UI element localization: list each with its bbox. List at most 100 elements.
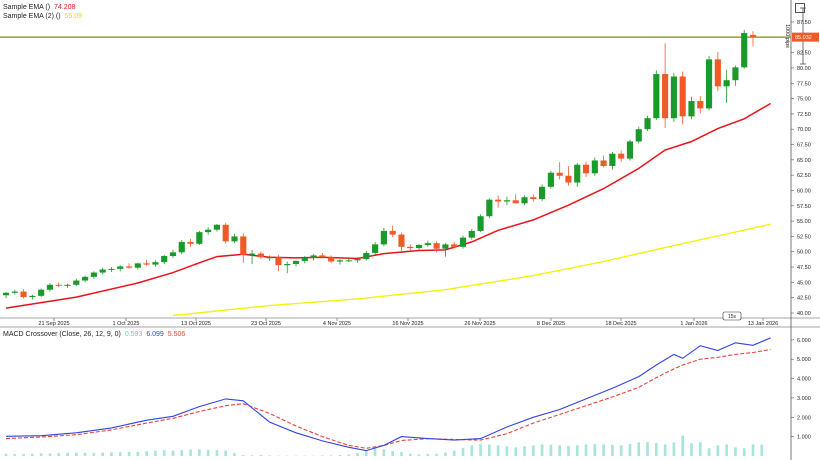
time-axis-tick-label: 16 Nov 2025 bbox=[392, 321, 423, 327]
candle-body bbox=[354, 259, 361, 261]
candle-body bbox=[266, 257, 273, 259]
macd-histogram-bar bbox=[716, 445, 720, 456]
candle-body bbox=[512, 200, 519, 204]
ema2-legend[interactable]: Sample EMA (2) () 55.09 bbox=[3, 13, 82, 20]
candle-body bbox=[134, 263, 141, 268]
macd-histogram-bar bbox=[531, 445, 535, 456]
candle-body bbox=[11, 291, 18, 293]
price-axis-tick-label: 77.50 bbox=[797, 81, 811, 87]
candle-body bbox=[38, 289, 45, 296]
price-axis-tick-label: 60.00 bbox=[797, 188, 811, 194]
macd-histogram-bar bbox=[426, 454, 430, 456]
candle-body bbox=[679, 76, 686, 117]
macd-histogram-bar bbox=[356, 453, 359, 456]
macd-histogram-bar bbox=[241, 455, 245, 456]
macd-histogram-bar bbox=[171, 450, 175, 456]
candle-body bbox=[732, 67, 739, 81]
candle-body bbox=[231, 236, 238, 242]
macd-axis-tick-label: 4.000 bbox=[797, 377, 811, 383]
candle-body bbox=[108, 268, 115, 270]
macd-histogram-bar bbox=[575, 445, 579, 456]
candle-body bbox=[653, 74, 660, 119]
macd-histogram-bar bbox=[154, 450, 157, 456]
time-axis-tick-label: 4 Nov 2025 bbox=[323, 321, 351, 327]
price-axis-tick-label: 67.50 bbox=[797, 143, 811, 149]
macd-histogram-bar bbox=[136, 451, 140, 456]
macd-histogram-bar bbox=[338, 455, 342, 456]
price-axis-tick-label: 50.00 bbox=[797, 250, 811, 256]
candle-body bbox=[20, 291, 27, 298]
candle-body bbox=[380, 230, 387, 245]
ema1-line bbox=[5, 102, 771, 309]
price-axis-tick-label: 70.00 bbox=[797, 127, 811, 133]
macd-histogram-bar bbox=[611, 444, 614, 456]
macd-histogram-bar bbox=[628, 444, 632, 456]
candle-body bbox=[205, 229, 212, 233]
macd-histogram-bar bbox=[567, 445, 570, 456]
candle-body bbox=[319, 255, 326, 258]
macd-histogram-bar bbox=[31, 453, 34, 456]
macd-axis-tick-label: 3.000 bbox=[797, 396, 811, 402]
time-axis-tick-label: 13 Oct 2025 bbox=[181, 321, 211, 327]
macd-histogram-bar bbox=[400, 452, 403, 456]
macd-histogram-bar bbox=[523, 446, 526, 456]
candle-body bbox=[723, 80, 730, 87]
time-axis-tick-label: 18 Dec 2025 bbox=[605, 321, 636, 327]
candle-body bbox=[503, 200, 511, 202]
macd-histogram-bar bbox=[215, 450, 219, 456]
candle-body bbox=[556, 172, 563, 176]
candle-body bbox=[741, 33, 748, 68]
macd-histogram-bar bbox=[681, 435, 685, 456]
price-axis-tick-label: 65.00 bbox=[797, 158, 811, 164]
macd-histogram-bar bbox=[92, 453, 96, 456]
macd-line bbox=[5, 337, 771, 452]
macd-histogram-bar bbox=[118, 452, 122, 456]
price-axis-tick-label: 72.50 bbox=[797, 112, 811, 118]
time-axis-tick-label: 1 Oct 2025 bbox=[113, 321, 140, 327]
macd-histogram-bar bbox=[558, 445, 561, 456]
macd-histogram-bar bbox=[312, 455, 315, 457]
macd-histogram-bar bbox=[294, 455, 298, 457]
macd-histogram-bar bbox=[751, 444, 755, 456]
ema2-legend-value: 55.09 bbox=[64, 13, 83, 20]
macd-axis-tick-label: 6.000 bbox=[797, 338, 811, 344]
macd-axis-tick-label: 5.000 bbox=[797, 357, 811, 363]
time-axis-tick-label: 23 Oct 2025 bbox=[251, 321, 281, 327]
macd-legend[interactable]: MACD Crossover (Close, 26, 12, 9, 0) 0.5… bbox=[3, 331, 185, 338]
candle-body bbox=[99, 269, 106, 273]
candle-body bbox=[117, 266, 124, 269]
edit-icon[interactable] bbox=[795, 3, 805, 13]
macd-histogram-bar bbox=[180, 450, 184, 456]
macd-histogram-bar bbox=[303, 455, 307, 457]
macd-histogram-bar bbox=[233, 453, 236, 456]
candle-body bbox=[46, 284, 54, 290]
macd-histogram-bar bbox=[461, 447, 465, 456]
macd-histogram-bar bbox=[364, 450, 368, 456]
macd-histogram-bar bbox=[655, 442, 658, 456]
candle-body bbox=[284, 263, 291, 266]
candle-body bbox=[257, 253, 264, 258]
time-axis-tick-label: 1 Jan 2026 bbox=[680, 321, 707, 327]
candle-body bbox=[222, 224, 229, 242]
candle-body bbox=[477, 216, 484, 231]
price-axis-tick-label: 75.00 bbox=[797, 97, 811, 103]
candle-body bbox=[530, 197, 537, 200]
candle-body bbox=[240, 236, 247, 255]
macd-histogram-bar bbox=[435, 453, 438, 456]
candle-body bbox=[64, 284, 71, 286]
macd-histogram-bar bbox=[268, 455, 271, 456]
candle-body bbox=[644, 118, 651, 130]
macd-histogram-bar bbox=[224, 450, 228, 456]
macd-histogram-bar bbox=[13, 454, 17, 456]
macd-histogram-bar bbox=[593, 444, 597, 456]
candle-body bbox=[495, 199, 502, 202]
time-axis-tick-label: 8 Dec 2025 bbox=[537, 321, 565, 327]
macd-histogram-bar bbox=[189, 449, 192, 456]
candle-body bbox=[539, 186, 546, 200]
price-badge-box bbox=[792, 32, 819, 42]
candle-body bbox=[609, 153, 616, 166]
macd-histogram-bar bbox=[259, 455, 263, 456]
ema1-legend[interactable]: Sample EMA () 74.208 bbox=[3, 4, 75, 11]
